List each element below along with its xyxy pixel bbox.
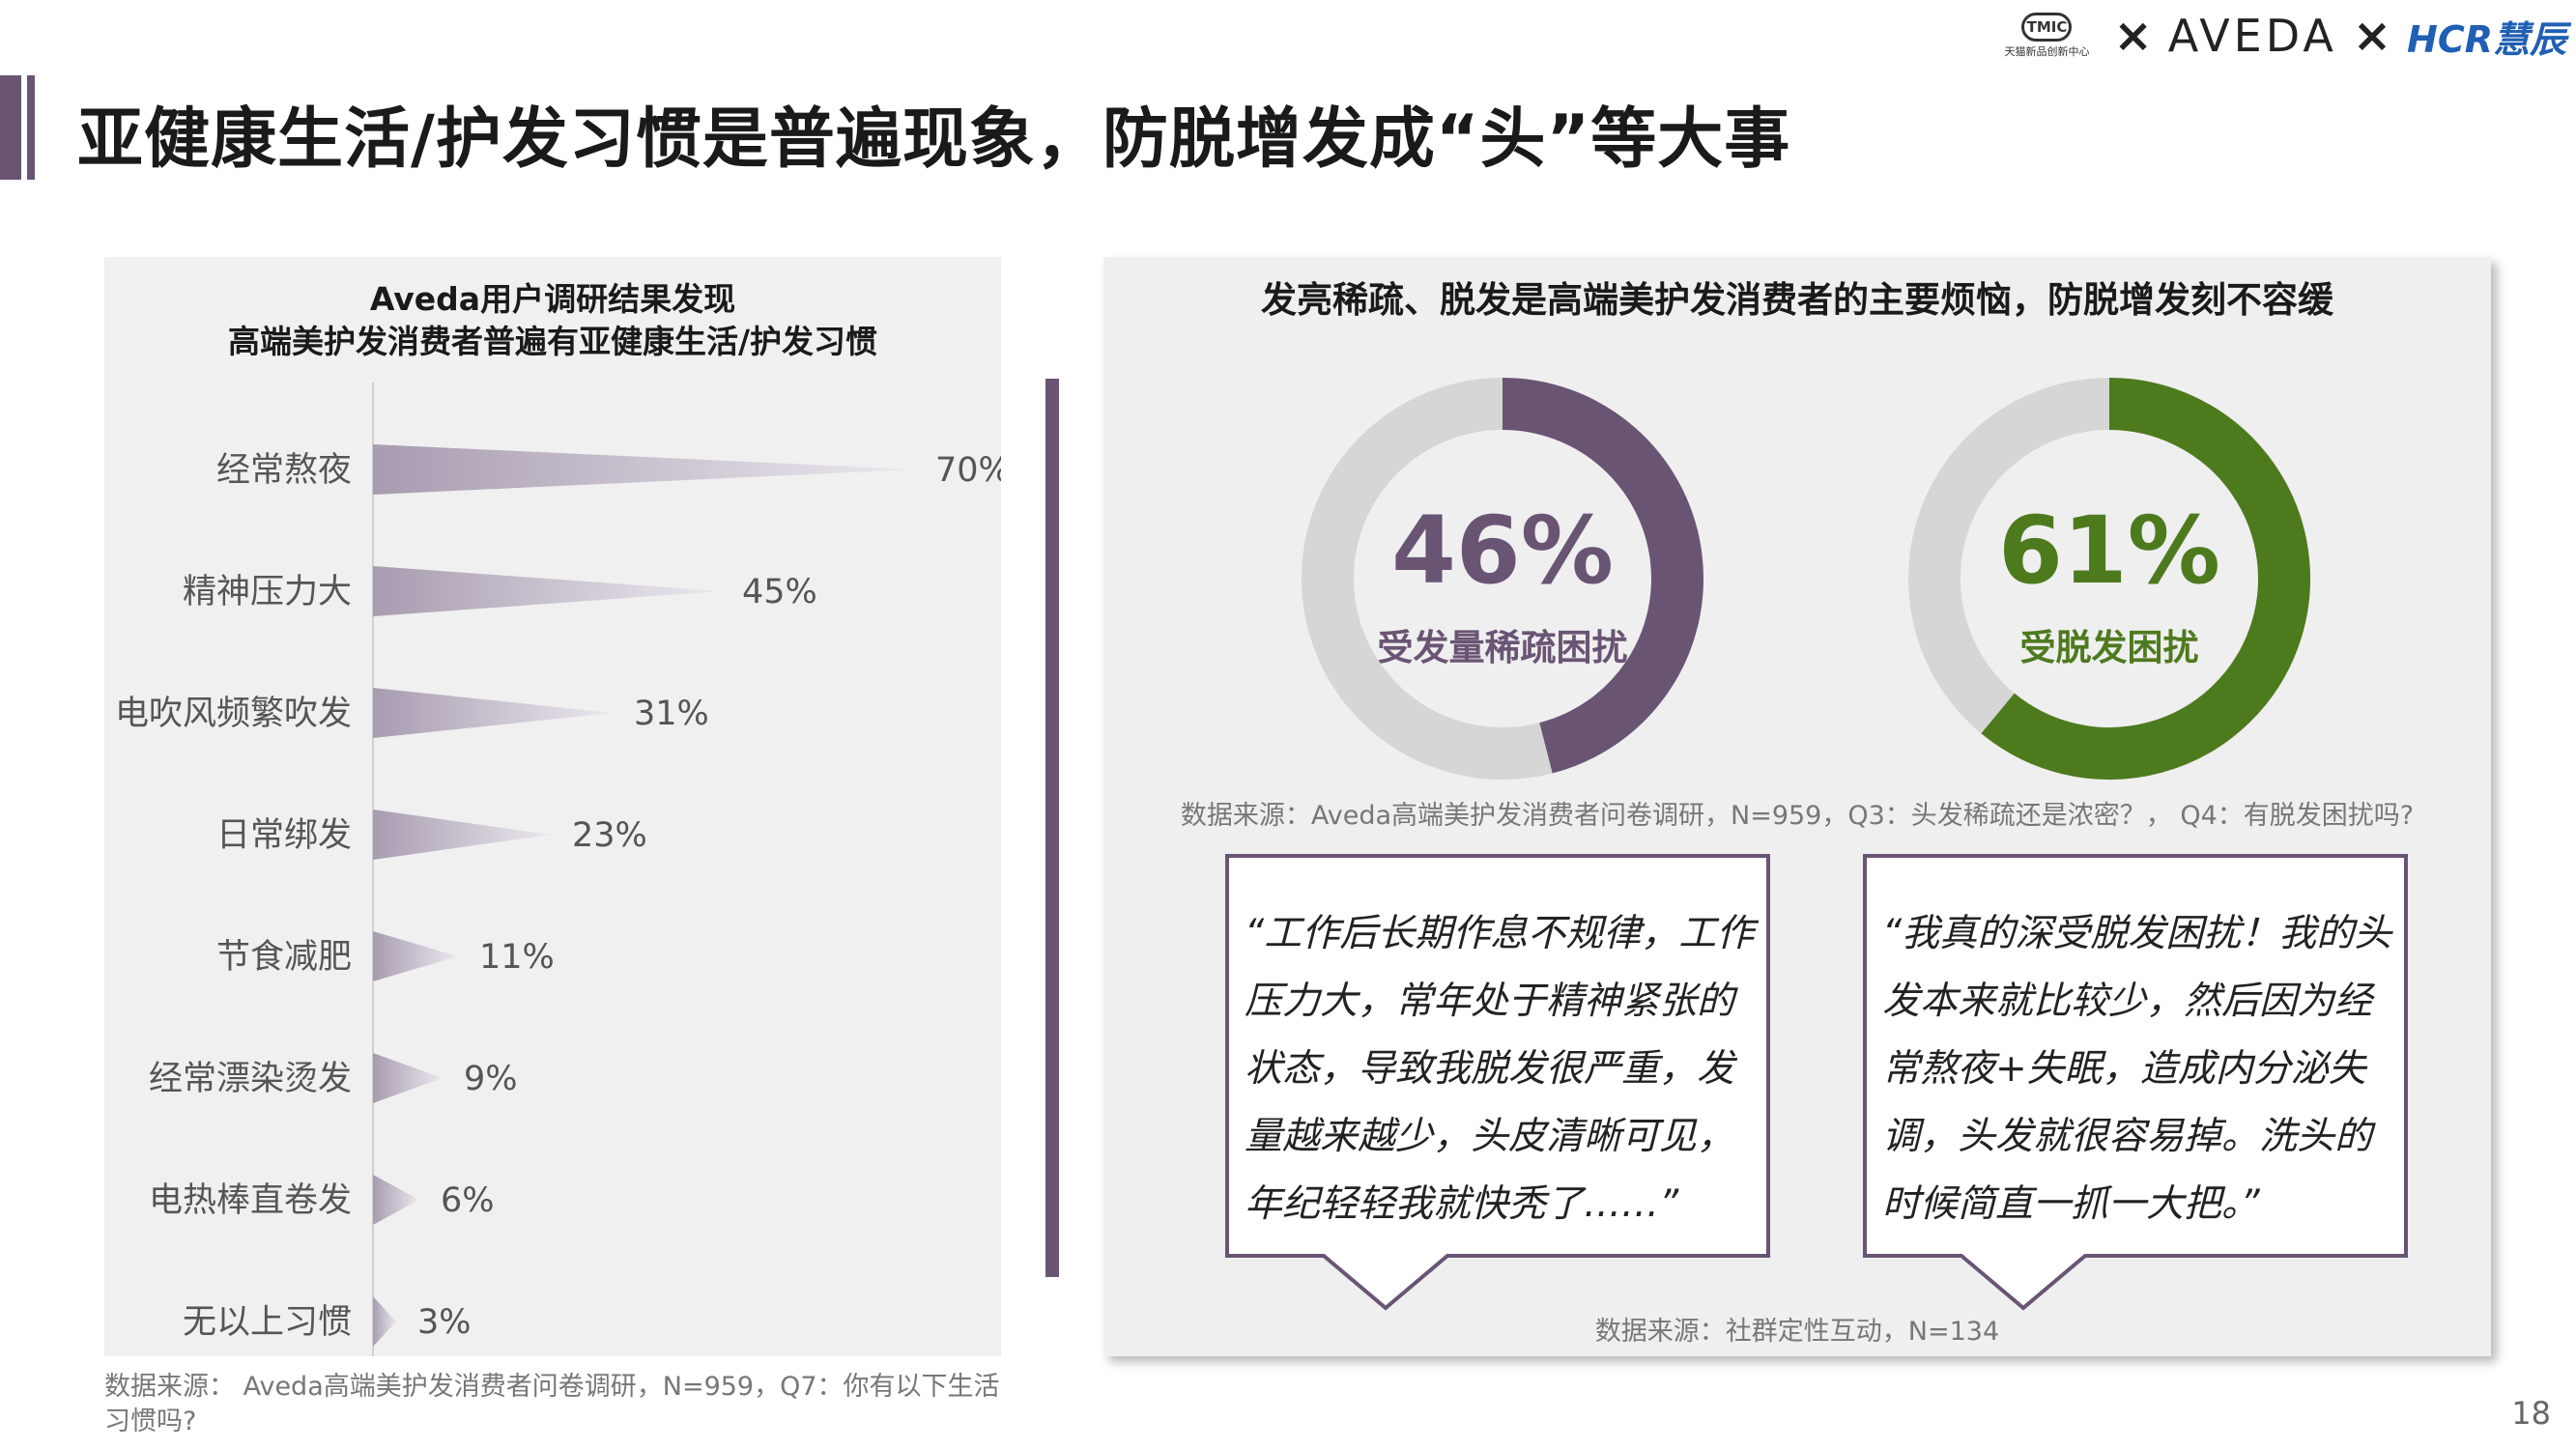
donut-value-arc: [1502, 378, 1703, 774]
bar-category-label: 无以上习惯: [183, 1303, 352, 1342]
bar-value-label: 31%: [634, 695, 709, 733]
page-title: 亚健康生活/护发习惯是普遍现象，防脱增发成“头”等大事: [77, 101, 1791, 178]
bar-category-label: 日常绑发: [216, 816, 352, 855]
hair-loss-label: 受脱发困扰: [2019, 627, 2199, 668]
bar-value-label: 6%: [441, 1181, 495, 1220]
quote-text-1: “工作后长期作息不规律，工作压力大，常年处于精神紧张的状态，导致我脱发很严重，发…: [1245, 912, 1755, 1226]
bar-category-label: 经常漂染烫发: [149, 1060, 352, 1098]
accent-bar-thick: [0, 75, 21, 180]
bar-value-label: 9%: [464, 1060, 518, 1098]
quote-card-1: “工作后长期作息不规律，工作压力大，常年处于精神紧张的状态，导致我脱发很严重，发…: [1225, 854, 1770, 1311]
bar-5: [373, 1053, 443, 1103]
hair-loss-percent: 61%: [1998, 497, 2220, 605]
bar-2: [373, 688, 613, 738]
speech-bubble-icon: [1225, 854, 1770, 1311]
times-icon: ×: [2352, 9, 2392, 63]
bar-1: [373, 566, 721, 616]
donut-value-arc: [1981, 378, 2310, 780]
title-accent-bar: [0, 75, 37, 180]
bar-3: [373, 810, 551, 860]
bar-value-label: 11%: [479, 938, 555, 977]
habits-chart-title-line1: Aveda用户调研结果发现: [369, 280, 736, 318]
habits-chart-source: 数据来源： Aveda高端美护发消费者问卷调研，N=959，Q7：你有以下生活习…: [104, 1372, 1000, 1436]
tmic-logo-badge: TMIC: [2021, 13, 2073, 42]
bar-category-label: 电吹风频繁吹发: [115, 695, 352, 733]
thinning-hair-donut: 46% 受发量稀疏困扰: [1295, 371, 1710, 786]
thinning-hair-label: 受发量稀疏困扰: [1377, 627, 1628, 668]
bar-category-label: 节食减肥: [216, 938, 352, 977]
habits-bar-chart: 经常熬夜 70% 精神压力大 45% 电吹风频繁吹发 31% 日常绑发 23% 节食减肥 11% 经…: [115, 383, 1001, 1356]
tmic-logo-subtitle: 天猫新品创新中心: [2004, 45, 2090, 58]
bar-value-label: 45%: [742, 573, 817, 611]
hair-loss-donut-chart: [1908, 378, 2310, 780]
habits-chart-panel: Aveda用户调研结果发现 高端美护发消费者普遍有亚健康生活/护发习惯 经常熬夜…: [104, 257, 1001, 1356]
thinning-hair-donut-chart: [1302, 378, 1703, 780]
donut-chart-source: 数据来源：Aveda高端美护发消费者问卷调研，N=959，Q3：头发稀疏还是浓密…: [1180, 801, 2415, 831]
bar-4: [373, 931, 458, 981]
bar-0: [373, 444, 914, 495]
thinning-hair-percent: 46%: [1391, 497, 1614, 605]
accent-bar-thin: [27, 75, 35, 180]
hair-concern-title: 发亮稀疏、脱发是高端美护发消费者的主要烦恼，防脱增发刻不容缓: [1261, 279, 2333, 321]
bar-value-label: 3%: [417, 1303, 472, 1342]
speech-bubble-icon: [1863, 854, 2408, 1311]
hair-concern-panel: 发亮稀疏、脱发是高端美护发消费者的主要烦恼，防脱增发刻不容缓 46% 受发量稀疏…: [1103, 257, 2491, 1356]
bar-value-label: 70%: [935, 451, 1001, 490]
times-icon: ×: [2113, 9, 2153, 63]
bar-category-label: 经常熬夜: [216, 451, 352, 490]
bar-category-label: 精神压力大: [183, 573, 352, 611]
bar-7: [373, 1296, 396, 1347]
quote-text-2: “我真的深受脱发困扰！我的头发本来就比较少，然后因为经常熬夜+失眠，造成内分泌失…: [1882, 912, 2392, 1226]
hcr-logo: HCR慧辰: [2407, 17, 2566, 61]
aveda-logo: AVEDA: [2167, 10, 2337, 62]
panel-divider: [1045, 379, 1059, 1277]
bar-6: [373, 1175, 419, 1225]
page-number: 18: [2511, 1395, 2551, 1432]
bar-category-label: 电热棒直卷发: [149, 1181, 352, 1220]
quote-source: 数据来源：社群定性互动，N=134: [1594, 1317, 2000, 1347]
habits-chart-title: Aveda用户调研结果发现 高端美护发消费者普遍有亚健康生活/护发习惯: [104, 278, 1001, 363]
hair-loss-donut: 61% 受脱发困扰: [1902, 371, 2317, 786]
bar-value-label: 23%: [572, 816, 647, 855]
habits-chart-title-line2: 高端美护发消费者普遍有亚健康生活/护发习惯: [227, 323, 878, 360]
quote-card-2: “我真的深受脱发困扰！我的头发本来就比较少，然后因为经常熬夜+失眠，造成内分泌失…: [1863, 854, 2408, 1311]
partner-logos: TMIC 天猫新品创新中心 × AVEDA × HCR慧辰: [1995, 6, 2566, 66]
tmic-logo: TMIC 天猫新品创新中心: [1995, 13, 2098, 59]
